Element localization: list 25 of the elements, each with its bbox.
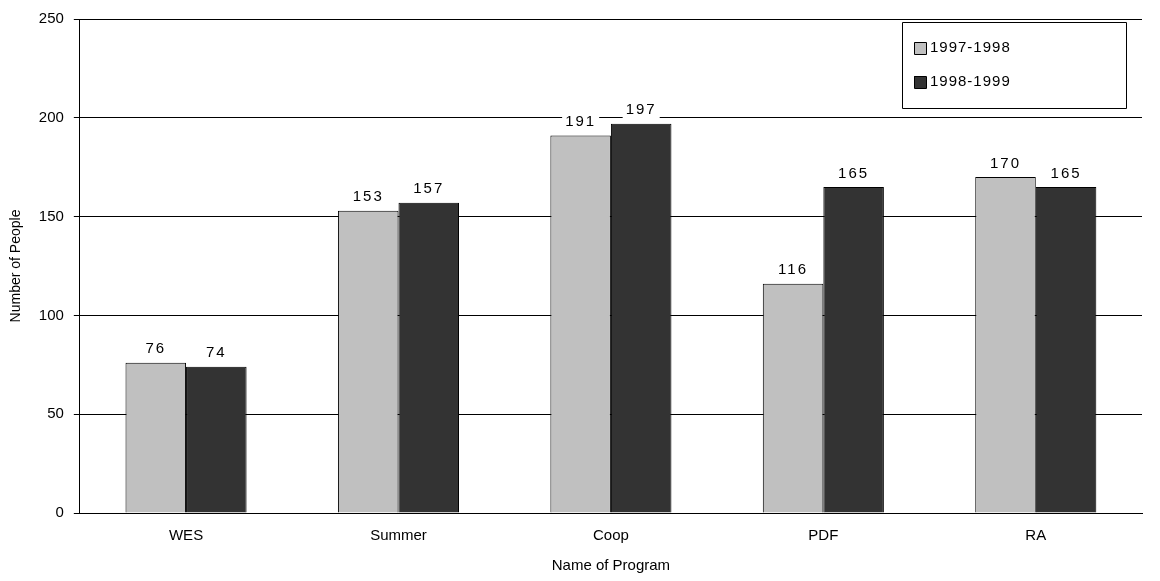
x-tick-label: Summer xyxy=(370,526,427,544)
data-label: 116 xyxy=(778,260,809,278)
y-tick-label: 150 xyxy=(38,206,64,224)
data-label: 197 xyxy=(625,100,657,118)
x-tick-label: RA xyxy=(1025,526,1047,544)
data-label: 165 xyxy=(1050,163,1082,181)
legend-label: 1998-1999 xyxy=(930,72,1011,90)
x-tick-label: PDF xyxy=(808,526,839,544)
data-label: 170 xyxy=(990,153,1022,171)
y-tick-label: 0 xyxy=(55,503,64,521)
data-label: 74 xyxy=(205,343,227,361)
y-tick-label: 250 xyxy=(38,9,64,27)
x-tick-label: Coop xyxy=(592,526,629,544)
data-label: 76 xyxy=(145,339,167,357)
data-label: 157 xyxy=(413,179,445,197)
x-tick-label: WES xyxy=(168,526,204,544)
y-tick-label: 50 xyxy=(47,404,64,422)
y-tick-label: 200 xyxy=(38,107,64,125)
data-label: 191 xyxy=(565,112,597,130)
data-label: 165 xyxy=(838,163,870,181)
y-axis-title: Number of People xyxy=(7,209,24,323)
data-label: 153 xyxy=(352,187,384,205)
legend-label: 1997-1998 xyxy=(930,38,1011,56)
x-axis-title: Name of Program xyxy=(551,556,671,574)
y-tick-label: 100 xyxy=(38,305,64,323)
